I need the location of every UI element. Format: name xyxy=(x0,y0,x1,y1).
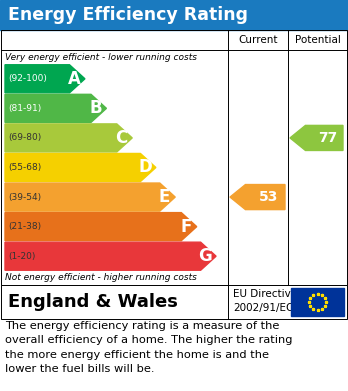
Text: Current: Current xyxy=(238,35,278,45)
Text: (1-20): (1-20) xyxy=(8,252,35,261)
Polygon shape xyxy=(5,213,197,241)
Bar xyxy=(1,285,347,319)
Polygon shape xyxy=(5,65,85,93)
Bar xyxy=(291,288,344,316)
Polygon shape xyxy=(290,126,343,151)
Text: A: A xyxy=(68,70,81,88)
Text: C: C xyxy=(115,129,128,147)
Text: England & Wales: England & Wales xyxy=(8,293,178,311)
Text: The energy efficiency rating is a measure of the
overall efficiency of a home. T: The energy efficiency rating is a measur… xyxy=(5,321,293,374)
Text: B: B xyxy=(89,99,102,117)
Text: (55-68): (55-68) xyxy=(8,163,41,172)
Text: (69-80): (69-80) xyxy=(8,133,41,142)
Polygon shape xyxy=(5,183,175,211)
Text: G: G xyxy=(198,247,212,265)
Text: (81-91): (81-91) xyxy=(8,104,41,113)
Bar xyxy=(1,30,347,285)
Text: Not energy efficient - higher running costs: Not energy efficient - higher running co… xyxy=(5,273,197,283)
Text: (92-100): (92-100) xyxy=(8,74,47,83)
Text: 53: 53 xyxy=(259,190,278,204)
Polygon shape xyxy=(230,185,285,210)
Text: (21-38): (21-38) xyxy=(8,222,41,231)
Text: Very energy efficient - lower running costs: Very energy efficient - lower running co… xyxy=(5,52,197,61)
Polygon shape xyxy=(5,153,156,181)
Text: (39-54): (39-54) xyxy=(8,193,41,202)
Polygon shape xyxy=(5,124,132,152)
Polygon shape xyxy=(5,94,106,122)
Text: EU Directive
2002/91/EC: EU Directive 2002/91/EC xyxy=(233,289,297,312)
Text: E: E xyxy=(159,188,170,206)
Text: Energy Efficiency Rating: Energy Efficiency Rating xyxy=(8,6,248,24)
Text: F: F xyxy=(180,218,192,236)
Text: 77: 77 xyxy=(318,131,337,145)
Text: Potential: Potential xyxy=(294,35,340,45)
Bar xyxy=(0,0,348,30)
Text: D: D xyxy=(138,158,152,176)
Polygon shape xyxy=(5,242,216,270)
